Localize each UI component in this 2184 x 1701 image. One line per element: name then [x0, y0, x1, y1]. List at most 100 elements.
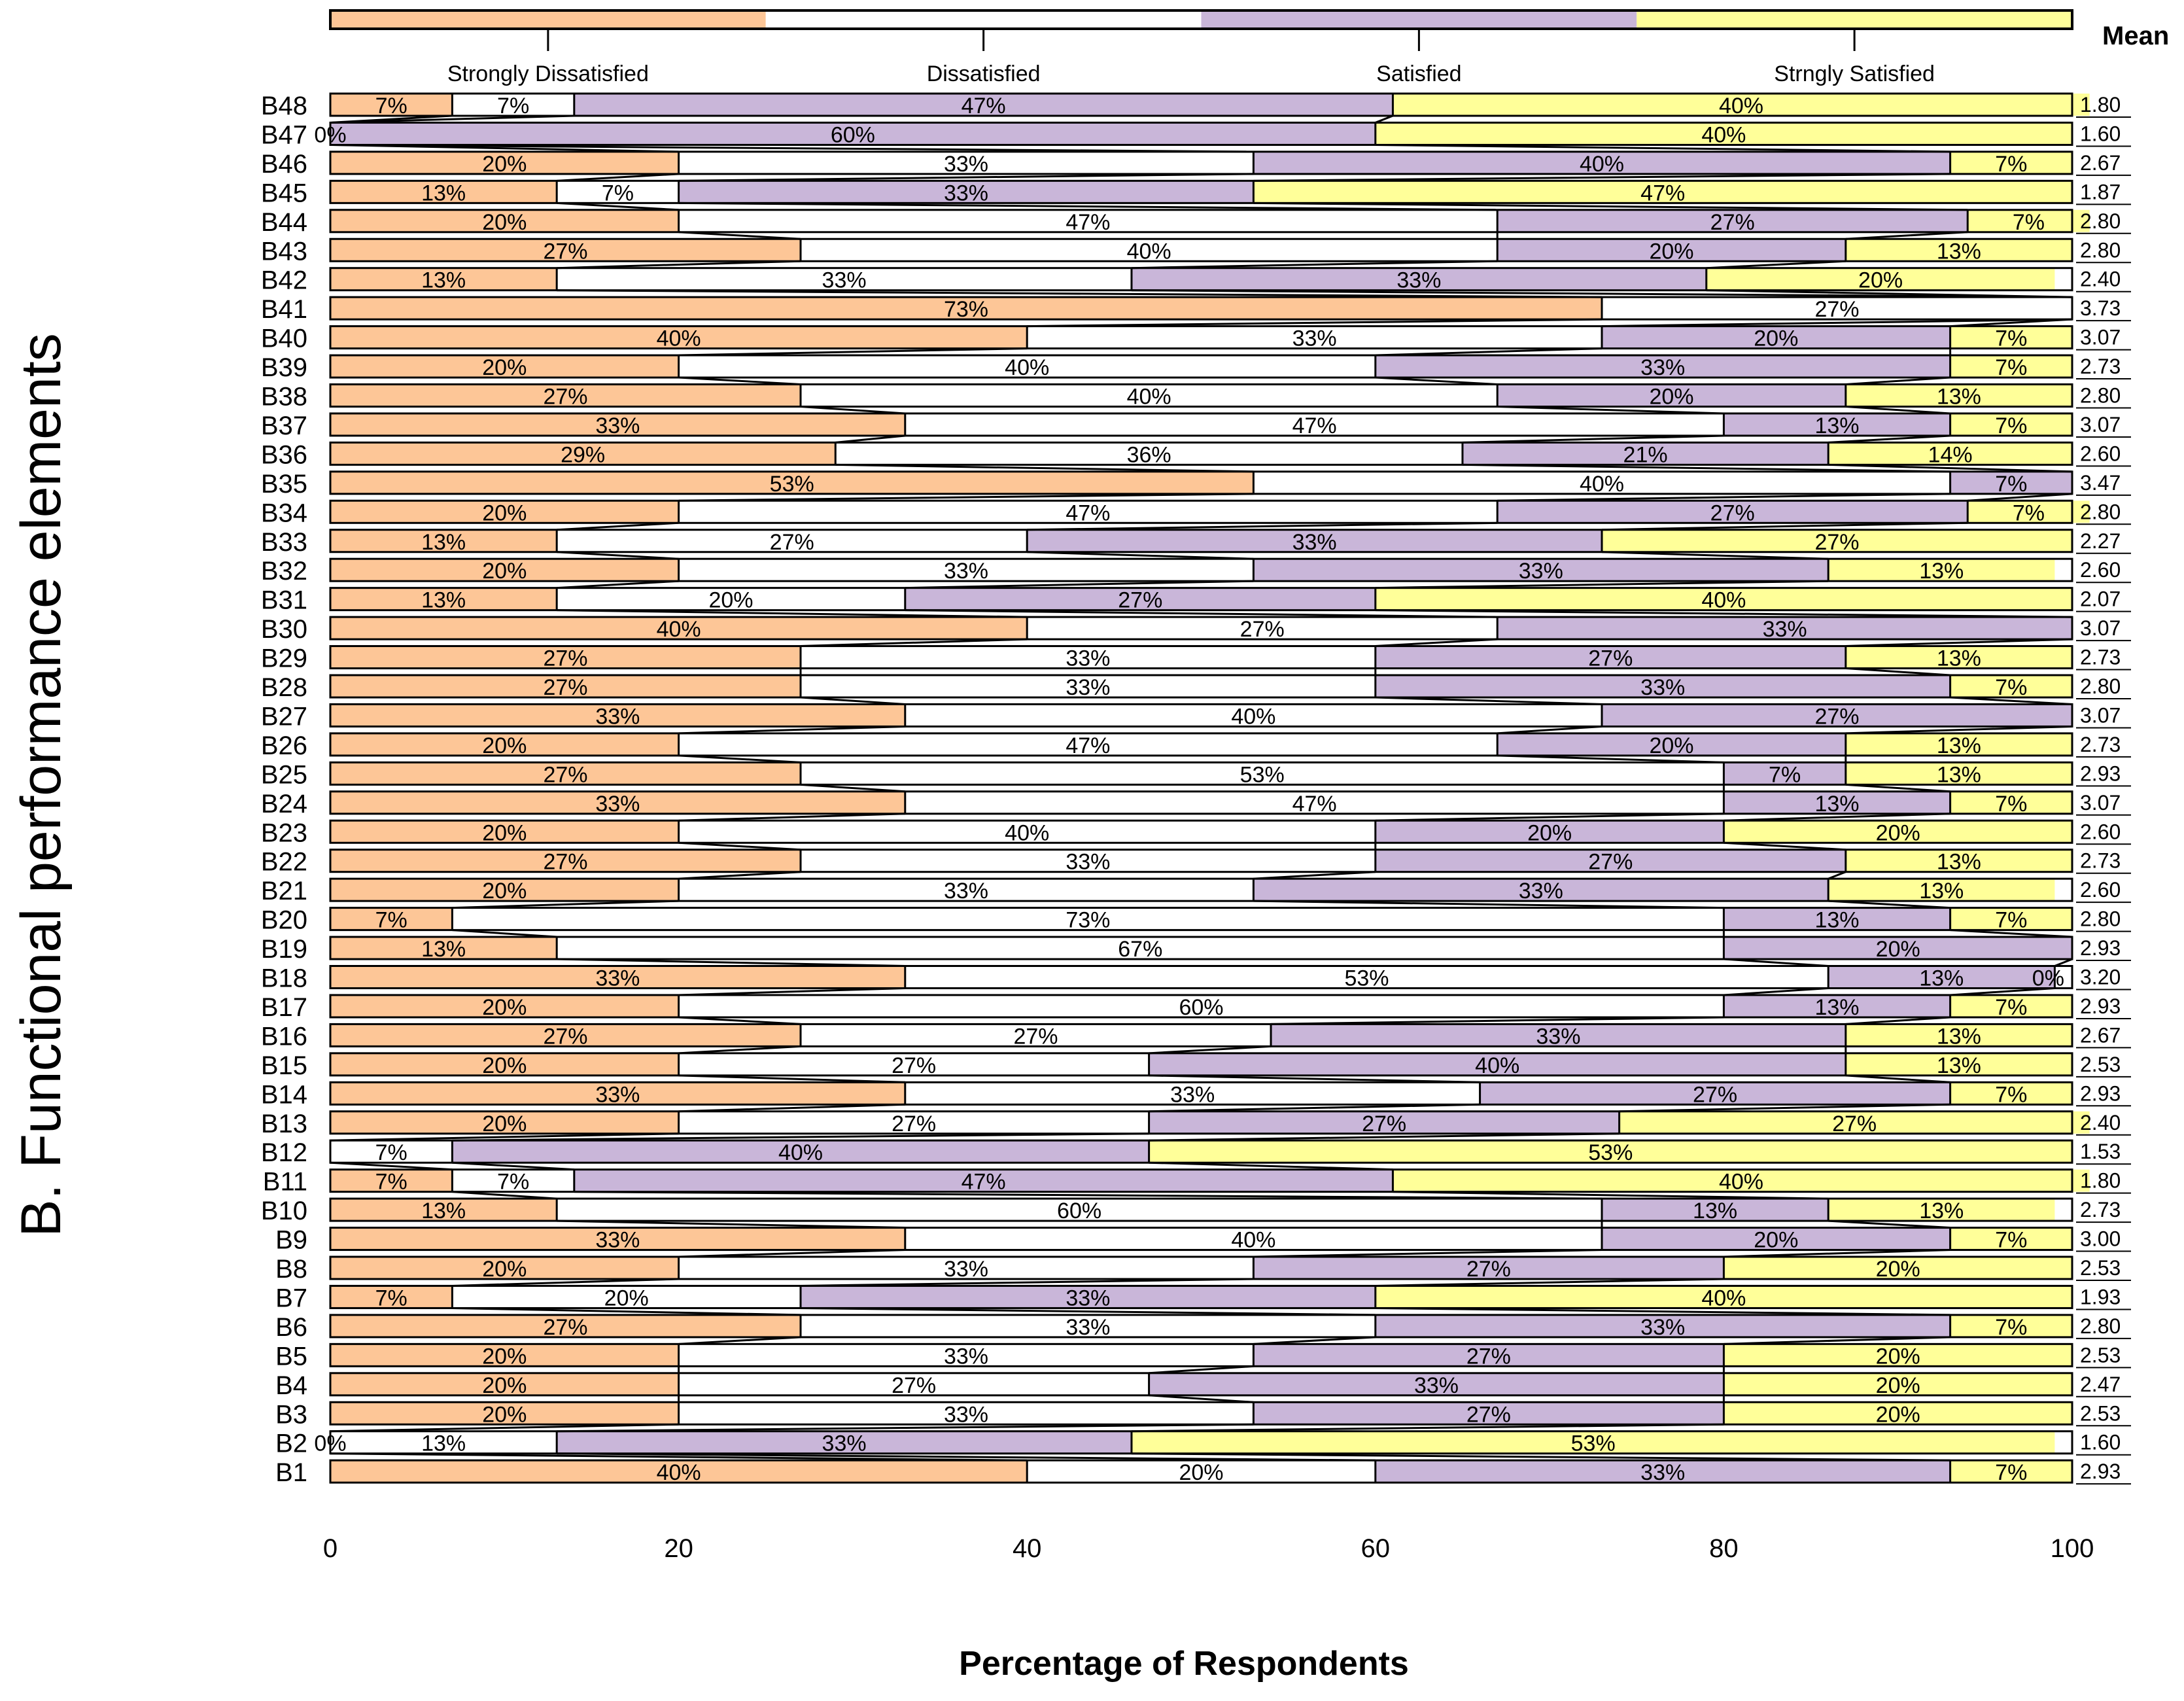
- row-label-B35: B35: [261, 470, 307, 499]
- bar-segment-B8-1: [330, 1257, 679, 1279]
- bar-outline-B34: [329, 499, 2073, 524]
- data-label-B33-1: 13%: [421, 530, 466, 555]
- data-label-B16-3: 33%: [1536, 1024, 1580, 1049]
- data-label-B30-3: 33%: [1763, 617, 1807, 642]
- data-label-B24-1: 33%: [595, 792, 640, 816]
- connector-B47-3: [1375, 143, 1950, 153]
- data-label-B38-3: 20%: [1649, 385, 1693, 410]
- data-label-B29-3: 27%: [1588, 646, 1633, 671]
- connector-B35-1: [678, 493, 1254, 502]
- connector-B43-3: [1706, 260, 1846, 270]
- row-label-B3: B3: [275, 1400, 307, 1429]
- connector-B21-1: [452, 900, 679, 909]
- bar-segment-B19-1: [330, 937, 557, 960]
- bar-row-B34: 20% 47% 27% 7% B34 2.80: [261, 499, 2131, 527]
- connector-B30-2: [1375, 638, 1498, 648]
- mean-value-B45: 1.87: [2080, 180, 2121, 203]
- bar-row-B11: 7% 7% 47% 40% B11 1.80: [263, 1168, 2131, 1197]
- connector-B30-3: [1845, 638, 2073, 648]
- bar-segment-B8-4: [1724, 1257, 2072, 1279]
- bar-segment-B7-3: [801, 1286, 1376, 1308]
- bar-segment-B43-3: [1497, 239, 1846, 262]
- connector-B18-1: [678, 987, 905, 996]
- data-label-B13-2: 27%: [892, 1112, 936, 1136]
- mean-value-B37: 3.07: [2080, 413, 2121, 436]
- connector-B3-2: [557, 1423, 1254, 1433]
- bar-segment-B44-2: [678, 209, 1498, 232]
- bar-segment-B26-2: [678, 733, 1498, 756]
- bar-segment-B20-1: [330, 907, 453, 930]
- mean-value-B9: 3.00: [2080, 1227, 2121, 1251]
- bar-segment-B18-2: [905, 966, 1829, 989]
- x-tick-label-40: 40: [1013, 1534, 1042, 1563]
- bar-segment-B23-3: [1375, 820, 1724, 843]
- connector-B30-1: [800, 638, 1028, 648]
- mean-value-B6: 2.80: [2080, 1314, 2121, 1338]
- data-label-B9-2: 40%: [1231, 1228, 1275, 1253]
- bar-segment-B5-3: [1253, 1344, 1724, 1367]
- row-label-B47: B47: [261, 120, 307, 149]
- data-label-B48-3: 47%: [962, 94, 1006, 118]
- bar-outline-B21: [329, 877, 2073, 902]
- connector-B20-3: [1950, 929, 2073, 938]
- connector-B16-1: [678, 1045, 801, 1055]
- bar-outline-B25: [329, 761, 2073, 786]
- row-label-B40: B40: [261, 324, 307, 353]
- data-label-B16-2: 27%: [1013, 1024, 1058, 1049]
- connector-B41-3: [1950, 318, 2073, 328]
- data-label-B47-4: 40%: [1701, 122, 1746, 147]
- row-label-B12: B12: [261, 1138, 307, 1167]
- bar-segment-B47-4: [1375, 122, 2072, 145]
- connector-B24-3: [1724, 813, 1950, 822]
- mean-value-B43: 2.80: [2080, 238, 2121, 262]
- data-label-B26-4: 13%: [1937, 733, 1981, 758]
- bar-segment-B28-1: [330, 675, 801, 697]
- bar-segment-B27-2: [905, 704, 1602, 727]
- bar-segment-B33-4: [1601, 529, 2072, 552]
- connector-B12-1: [330, 1161, 453, 1171]
- row-label-B2: B2: [275, 1429, 307, 1458]
- connector-B44-1: [678, 231, 801, 240]
- row-label-B37: B37: [261, 412, 307, 440]
- legend-label-3: Satisfied: [1376, 61, 1461, 86]
- row-label-B10: B10: [261, 1197, 307, 1225]
- bar-segment-B25-3: [1724, 762, 1846, 785]
- data-label-B37-3: 13%: [1814, 413, 1859, 438]
- data-label-B28-2: 33%: [1066, 675, 1110, 700]
- data-label-B25-1: 27%: [543, 762, 587, 787]
- bar-segment-B12-4: [1149, 1140, 2072, 1163]
- bar-segment-B15-4: [1845, 1053, 2072, 1076]
- bar-segment-B25-1: [330, 762, 801, 785]
- data-label-B46-1: 20%: [482, 152, 527, 177]
- bar-segment-B17-1: [330, 994, 679, 1017]
- bar-row-B41: 73% 27% B41 3.73: [261, 295, 2131, 324]
- bar-outline-B6: [329, 1314, 2073, 1339]
- connector-B7-3: [1375, 1306, 1950, 1316]
- row-label-B23: B23: [261, 818, 307, 847]
- bar-segment-B32-3: [1253, 559, 1829, 582]
- bar-segment-B21-3: [1253, 879, 1829, 902]
- mean-value-B19: 2.93: [2080, 936, 2121, 960]
- bar-segment-B17-4: [1950, 994, 2072, 1017]
- bar-row-B27: 33% 40% 27% B27 3.07: [261, 702, 2131, 731]
- bar-segment-B6-2: [801, 1314, 1376, 1337]
- data-label-B48-2: 7%: [497, 94, 529, 118]
- bar-row-B45: 13% 7% 33% 47% B45 1.87: [261, 179, 2131, 207]
- row-label-B21: B21: [261, 877, 307, 905]
- connector-B36-2: [1462, 463, 1950, 473]
- connector-B48-2: [330, 114, 574, 124]
- connector-B38-1: [800, 406, 905, 415]
- connector-B29-3: [1845, 667, 1950, 676]
- bar-segment-B12-2: [330, 1140, 453, 1163]
- data-label-B39-1: 20%: [482, 355, 527, 380]
- data-label-B15-4: 13%: [1937, 1053, 1981, 1078]
- data-label-B10-2: 60%: [1057, 1199, 1101, 1223]
- connector-B13-1: [330, 1132, 679, 1142]
- mean-value-B7: 1.93: [2080, 1285, 2121, 1308]
- bar-outline-B18: [329, 965, 2073, 989]
- data-label-B23-3: 20%: [1527, 820, 1572, 845]
- data-label-B3-2: 33%: [944, 1402, 988, 1427]
- connector-B6-2: [1253, 1336, 1376, 1345]
- bar-segment-B20-4: [1950, 907, 2072, 930]
